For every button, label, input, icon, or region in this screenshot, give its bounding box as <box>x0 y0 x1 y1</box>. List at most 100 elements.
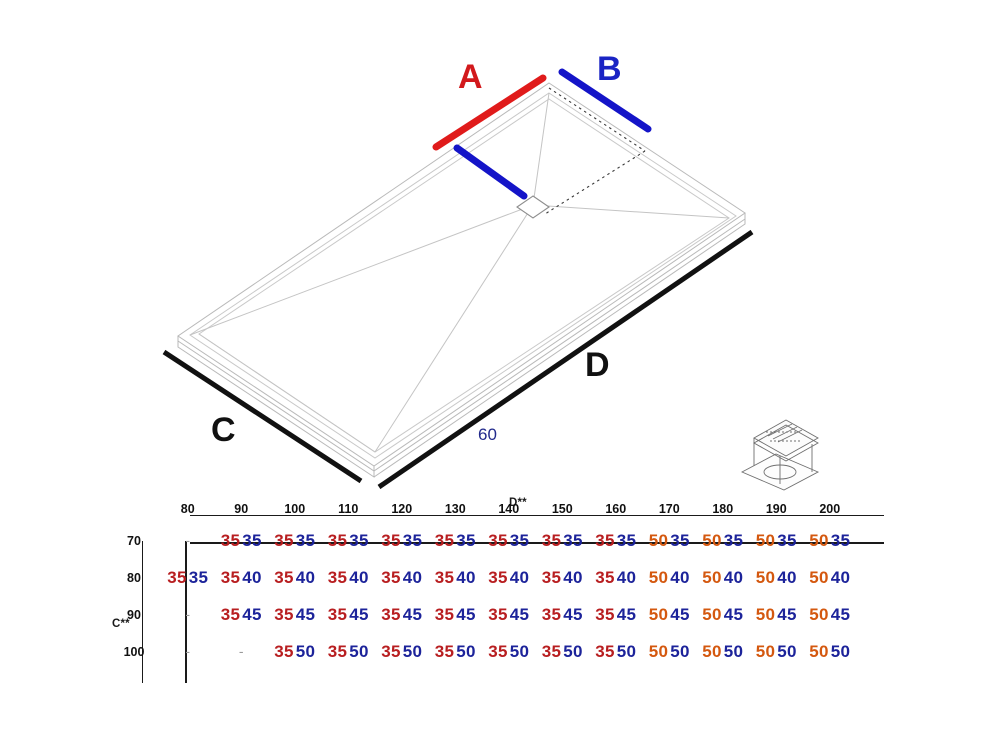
cell-c90-d90: 35 45 <box>215 596 269 633</box>
cell-c90-d100: 35 45 <box>268 596 322 633</box>
value-b: 35 <box>295 530 316 550</box>
value-b: 35 <box>349 530 369 550</box>
drain-trap-icon <box>740 419 820 491</box>
value-pair: 35 50 <box>595 642 636 662</box>
cell-c90-d200: 50 45 <box>803 596 857 633</box>
value-pair: 35 50 <box>274 642 315 662</box>
tray-slope-fold-lines <box>189 92 730 453</box>
cell-c70-d140: 35 35 <box>482 522 536 559</box>
value-pair: 35 45 <box>542 605 583 625</box>
cell-c100-d80: - <box>161 633 215 670</box>
value-b: 45 <box>830 604 851 624</box>
value-pair: 50 50 <box>649 642 690 662</box>
value-b: 50 <box>616 641 637 661</box>
dimension-line-d <box>377 229 754 490</box>
value-a: 50 <box>648 641 669 661</box>
cell-c80-d140: 35 40 <box>482 559 536 596</box>
table-header-rule <box>190 542 884 544</box>
table-corner-cell <box>112 496 156 522</box>
value-a: 35 <box>381 567 401 587</box>
label-d: D <box>585 346 610 384</box>
value-b: 35 <box>242 530 262 550</box>
value-b: 45 <box>777 604 797 624</box>
value-pair: 35 45 <box>328 605 369 625</box>
value-pair: 35 45 <box>274 605 315 625</box>
value-a: 50 <box>702 567 722 587</box>
value-pair: 35 50 <box>435 642 476 662</box>
label-depth-60: 60 <box>478 425 497 444</box>
empty-cell-marker: - <box>185 605 191 622</box>
value-pair: 35 40 <box>381 568 422 588</box>
cell-c70-d200: 50 35 <box>803 522 857 559</box>
cell-c100-d100: 35 50 <box>268 633 322 670</box>
value-a: 35 <box>595 641 615 661</box>
value-b: 35 <box>723 530 744 550</box>
cell-c100-d170: 50 50 <box>643 633 697 670</box>
column-header-120: 120 <box>391 502 413 516</box>
value-b: 40 <box>456 567 476 587</box>
empty-cell-marker: - <box>238 642 244 659</box>
value-pair: 35 40 <box>328 568 369 588</box>
value-a: 50 <box>755 604 776 624</box>
table-header-row: 80 90 100 110 120 130 140 150 160 170 180 190 200 <box>112 496 857 522</box>
dimension-table: 80 90 100 110 120 130 140 150 160 170 180 190 200 70… <box>112 496 857 670</box>
value-b: 50 <box>723 641 744 661</box>
cell-c70-d100: 35 35 <box>268 522 322 559</box>
value-a: 50 <box>648 604 669 624</box>
value-pair: 35 35 <box>542 531 583 551</box>
cell-c80-d190: 50 40 <box>750 559 804 596</box>
label-a: A <box>458 58 483 96</box>
row-header-100: 100 <box>123 644 145 659</box>
cell-c90-d110: 35 45 <box>322 596 376 633</box>
dimension-line-a <box>432 74 547 151</box>
value-b: 50 <box>830 641 851 661</box>
column-header-160: 160 <box>605 502 627 516</box>
cell-c70-d110: 35 35 <box>322 522 376 559</box>
value-a: 35 <box>274 567 294 587</box>
cell-c90-d120: 35 45 <box>375 596 429 633</box>
value-a: 50 <box>809 530 829 550</box>
value-a: 35 <box>327 530 348 550</box>
value-a: 35 <box>274 530 294 550</box>
value-b: 35 <box>402 530 423 550</box>
value-a: 35 <box>595 530 615 550</box>
value-a: 35 <box>381 530 401 550</box>
value-a: 50 <box>755 530 776 550</box>
value-pair: 35 50 <box>488 642 529 662</box>
value-a: 35 <box>488 530 508 550</box>
table-row: 90-35 45 35 45 35 45 35 45 35 45 35 45 35 45 35 45 50 45 5… <box>112 596 857 633</box>
cell-c90-d80: - <box>161 596 215 633</box>
table-top-rule <box>190 515 884 516</box>
value-b: 45 <box>563 604 583 624</box>
value-b: 45 <box>509 604 530 624</box>
shower-tray-isometric-drawing <box>162 68 754 490</box>
value-a: 35 <box>541 641 562 661</box>
value-a: 35 <box>220 530 241 550</box>
value-pair: 35 35 <box>435 531 476 551</box>
cell-c80-d160: 35 40 <box>589 559 643 596</box>
value-b: 50 <box>295 641 316 661</box>
tray-top-face <box>177 82 746 467</box>
value-pair: 50 50 <box>809 642 850 662</box>
value-pair: 35 35 <box>488 531 529 551</box>
column-header-200: 200 <box>819 502 841 516</box>
column-header-170: 170 <box>658 502 680 516</box>
value-pair: 35 40 <box>542 568 583 588</box>
value-a: 35 <box>488 604 508 624</box>
column-header-140: 140 <box>498 502 520 516</box>
value-a: 50 <box>648 530 669 550</box>
value-pair: 50 45 <box>649 605 690 625</box>
cell-c80-d170: 50 40 <box>643 559 697 596</box>
value-b: 35 <box>456 530 476 550</box>
row-axis-caption: C** <box>112 618 130 630</box>
dimension-line-c <box>162 349 363 484</box>
value-b: 40 <box>723 567 744 587</box>
value-b: 35 <box>563 530 583 550</box>
column-header-130: 130 <box>444 502 466 516</box>
row-header-80: 80 <box>127 570 141 585</box>
value-a: 50 <box>755 641 776 661</box>
cell-c90-d190: 50 45 <box>750 596 804 633</box>
cell-c70-d90: 35 35 <box>215 522 269 559</box>
cell-c100-d160: 35 50 <box>589 633 643 670</box>
